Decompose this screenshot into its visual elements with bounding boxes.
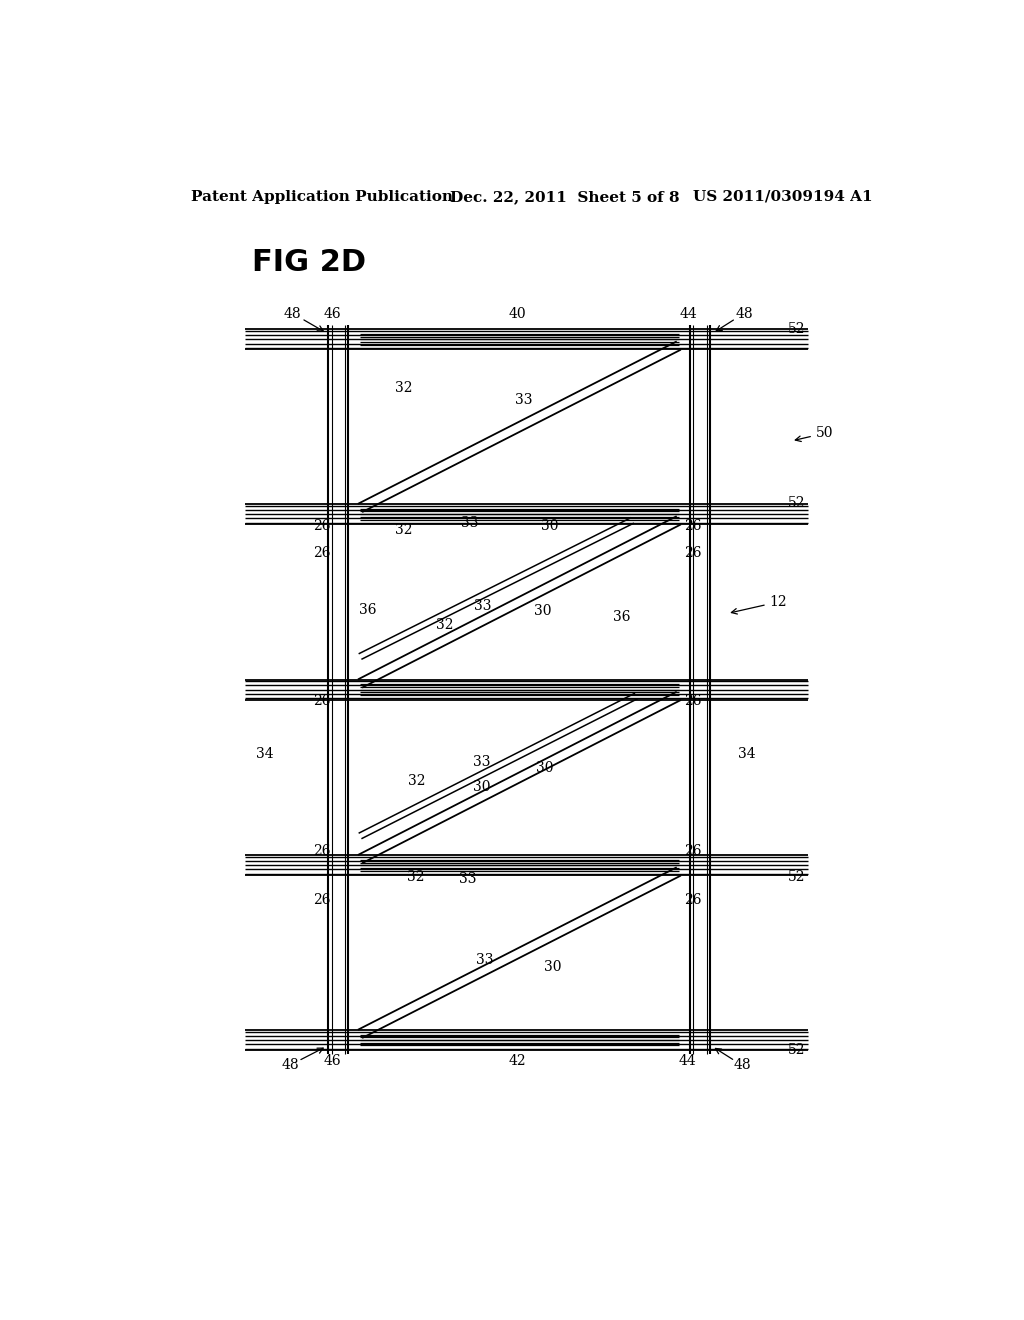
Text: 52: 52 xyxy=(787,322,805,337)
Text: 32: 32 xyxy=(395,381,413,395)
Text: Patent Application Publication: Patent Application Publication xyxy=(190,190,453,203)
Text: 33: 33 xyxy=(461,516,478,531)
Text: 48: 48 xyxy=(282,1059,299,1072)
Text: 36: 36 xyxy=(613,610,631,624)
Text: 44: 44 xyxy=(680,308,697,321)
Text: 26: 26 xyxy=(684,892,701,907)
Text: 26: 26 xyxy=(312,545,331,560)
Text: 50: 50 xyxy=(796,426,834,441)
Text: 33: 33 xyxy=(459,873,476,886)
Text: 32: 32 xyxy=(436,618,454,632)
Text: 30: 30 xyxy=(544,960,561,974)
Text: 48: 48 xyxy=(734,1059,752,1072)
Text: 48: 48 xyxy=(735,308,753,321)
Text: 26: 26 xyxy=(312,519,331,533)
Text: 30: 30 xyxy=(537,762,554,775)
Text: 26: 26 xyxy=(312,845,331,858)
Text: 33: 33 xyxy=(476,953,494,968)
Text: 32: 32 xyxy=(409,775,426,788)
Text: 44: 44 xyxy=(678,1053,696,1068)
Text: 52: 52 xyxy=(787,870,805,884)
Text: 33: 33 xyxy=(514,393,532,407)
Text: FIG 2D: FIG 2D xyxy=(252,248,367,277)
Text: 46: 46 xyxy=(324,308,341,321)
Text: Dec. 22, 2011  Sheet 5 of 8: Dec. 22, 2011 Sheet 5 of 8 xyxy=(451,190,680,203)
Text: 52: 52 xyxy=(787,1043,805,1057)
Text: 46: 46 xyxy=(324,1053,341,1068)
Text: 33: 33 xyxy=(474,599,492,612)
Text: 26: 26 xyxy=(312,694,331,709)
Text: 34: 34 xyxy=(737,747,756,762)
Text: 26: 26 xyxy=(684,519,701,533)
Text: 32: 32 xyxy=(407,870,424,884)
Text: 30: 30 xyxy=(473,780,490,793)
Text: 26: 26 xyxy=(684,545,701,560)
Text: 40: 40 xyxy=(509,308,526,321)
Text: 26: 26 xyxy=(312,892,331,907)
Text: 36: 36 xyxy=(359,603,377,616)
Text: 34: 34 xyxy=(256,747,274,762)
Text: 26: 26 xyxy=(684,694,701,709)
Text: 52: 52 xyxy=(787,496,805,511)
Text: 30: 30 xyxy=(542,519,559,533)
Text: 30: 30 xyxy=(534,605,551,618)
Text: 32: 32 xyxy=(395,523,413,536)
Text: 26: 26 xyxy=(684,845,701,858)
Text: 33: 33 xyxy=(473,755,490,770)
Text: 48: 48 xyxy=(284,308,301,321)
Text: 42: 42 xyxy=(509,1053,526,1068)
Text: US 2011/0309194 A1: US 2011/0309194 A1 xyxy=(692,190,872,203)
Text: 12: 12 xyxy=(731,595,787,614)
